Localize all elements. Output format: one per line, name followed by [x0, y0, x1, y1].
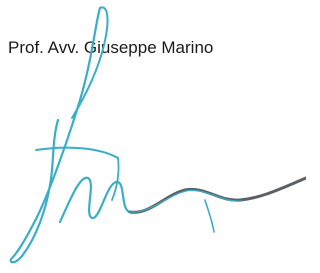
- page: {"signature_block": {"name": "Prof. Avv.…: [0, 0, 306, 273]
- handwritten-signature: [0, 0, 306, 273]
